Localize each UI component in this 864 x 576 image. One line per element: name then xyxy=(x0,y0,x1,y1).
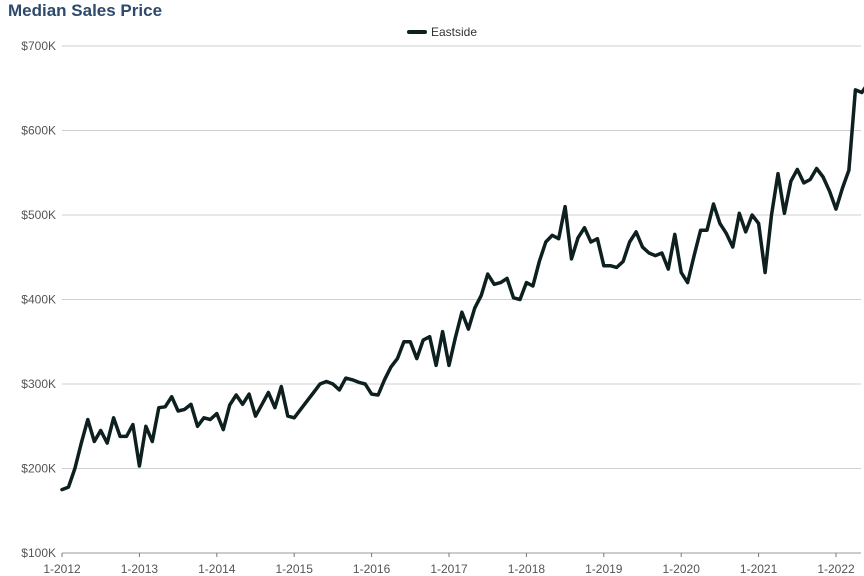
x-tick-label: 1-2019 xyxy=(585,562,623,576)
x-tick-label: 1-2018 xyxy=(508,562,546,576)
series-layer xyxy=(60,86,864,492)
y-tick-label: $500K xyxy=(21,208,56,222)
y-tick-label: $200K xyxy=(21,462,56,476)
x-tick-label: 1-2013 xyxy=(121,562,159,576)
x-tick-label: 1-2014 xyxy=(198,562,236,576)
gridlines xyxy=(62,45,861,554)
x-axis: 1-2012 1-2013 1-2014 1-2015 1-2016 1-2017 1-20… xyxy=(43,553,855,576)
x-tick-label: 1-2016 xyxy=(353,562,391,576)
series-line xyxy=(60,86,864,492)
y-tick-label: $700K xyxy=(21,39,56,53)
chart-title: Median Sales Price xyxy=(8,1,163,20)
y-tick-label: $100K xyxy=(21,546,56,560)
x-tick-label: 1-2015 xyxy=(276,562,314,576)
x-tick-label: 1-2012 xyxy=(43,562,81,576)
y-tick-label: $400K xyxy=(21,293,56,307)
x-tick-label: 1-2020 xyxy=(663,562,701,576)
x-tick-label: 1-2017 xyxy=(430,562,468,576)
y-axis: $100K $200K $300K $400K $500K $600K $700K xyxy=(21,39,56,560)
x-tick-label: 1-2022 xyxy=(817,562,855,576)
x-tick-label: 1-2021 xyxy=(740,562,778,576)
legend: Eastside xyxy=(407,25,477,39)
y-tick-label: $600K xyxy=(21,124,56,138)
y-tick-label: $300K xyxy=(21,377,56,391)
legend-label: Eastside xyxy=(431,25,477,39)
